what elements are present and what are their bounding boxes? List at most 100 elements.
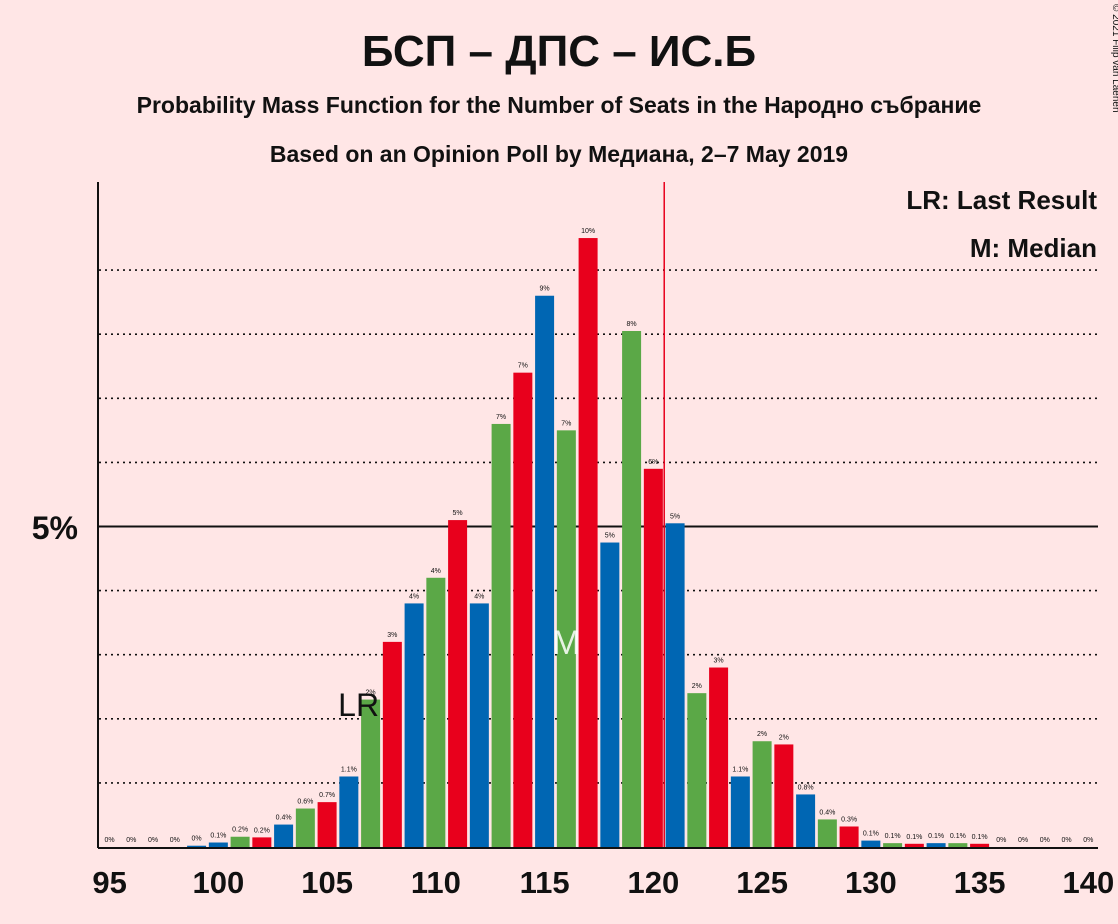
bar-label-102: 0.2%: [254, 827, 270, 834]
bar-113: [491, 423, 511, 847]
bar-label-100: 0.1%: [210, 833, 226, 840]
bar-label-103: 0.4%: [276, 815, 292, 822]
x-tick-105: 105: [301, 865, 353, 900]
x-tick-135: 135: [954, 865, 1006, 900]
y-tick-label-5: 5%: [32, 510, 78, 546]
bar-112: [469, 603, 489, 847]
bar-label-140: 0%: [1083, 837, 1093, 844]
bar-125: [752, 741, 772, 847]
bar-127: [796, 794, 816, 847]
copyright: © 2021 Filip van Laenen: [1110, 4, 1118, 113]
bar-label-111: 5%: [453, 510, 463, 517]
bar-label-106: 1.1%: [341, 766, 357, 773]
bar-126: [774, 744, 794, 847]
bar-label-121: 5%: [670, 513, 680, 520]
x-tick-125: 125: [736, 865, 788, 900]
x-tick-130: 130: [845, 865, 897, 900]
bar-label-96: 0%: [126, 837, 136, 844]
bar-label-119: 8%: [627, 321, 637, 328]
bar-label-126: 2%: [779, 734, 789, 741]
bar-label-129: 0.3%: [841, 816, 857, 823]
bar-label-109: 4%: [409, 593, 419, 600]
bar-114: [513, 372, 533, 847]
bar-label-104: 0.6%: [297, 799, 313, 806]
bar-label-112: 4%: [474, 593, 484, 600]
bar-label-132: 0.1%: [906, 834, 922, 841]
x-tick-95: 95: [92, 865, 126, 900]
x-tick-110: 110: [411, 865, 461, 900]
bar-130: [861, 840, 881, 847]
bar-label-128: 0.4%: [819, 809, 835, 816]
bar-106: [339, 776, 359, 847]
bar-label-139: 0%: [1062, 837, 1072, 844]
bar-label-117: 10%: [581, 228, 595, 235]
bar-label-107: 2%: [366, 690, 376, 697]
chart-title: БСП – ДПС – ИС.Б: [362, 27, 756, 76]
bar-label-113: 7%: [496, 414, 506, 421]
x-tick-labels: 95 100 105 110 115 120 125 130 135 140: [92, 865, 1114, 900]
bar-label-125: 2%: [757, 731, 767, 738]
bar-label-136: 0%: [996, 837, 1006, 844]
bar-102: [252, 837, 272, 847]
bar-104: [295, 808, 315, 847]
bar-124: [730, 776, 750, 847]
bar-107: [361, 699, 381, 847]
bar-115: [535, 295, 555, 847]
bar-118: [600, 542, 620, 847]
bar-101: [230, 836, 250, 847]
bar-label-118: 5%: [605, 533, 615, 540]
bar-135: [970, 843, 990, 847]
x-tick-120: 120: [627, 865, 679, 900]
bar-label-120: 6%: [648, 459, 658, 466]
legend-median: M: Median: [970, 233, 1097, 263]
chart-subtitle: Probability Mass Function for the Number…: [137, 92, 982, 118]
chart-source: Based on an Opinion Poll by Медиана, 2–7…: [270, 141, 848, 167]
bar-103: [274, 824, 294, 847]
bar-label-130: 0.1%: [863, 831, 879, 838]
bar-label-97: 0%: [148, 837, 158, 844]
bar-105: [317, 802, 337, 847]
bar-label-127: 0.8%: [798, 784, 814, 791]
bar-134: [948, 843, 968, 847]
bar-label-131: 0.1%: [885, 833, 901, 840]
bar-label-123: 3%: [714, 658, 724, 665]
bar-label-133: 0.1%: [928, 833, 944, 840]
bar-128: [817, 819, 837, 847]
bar-129: [839, 826, 859, 847]
bar-117: [578, 238, 598, 848]
bar-label-135: 0.1%: [972, 834, 988, 841]
last-result-marker: LR: [338, 687, 379, 723]
overlays: LR M: [338, 182, 665, 847]
bar-120: [643, 468, 663, 847]
bar-label-138: 0%: [1040, 837, 1050, 844]
bar-label-116: 7%: [561, 420, 571, 427]
bar-100: [208, 842, 228, 847]
bar-121: [665, 523, 685, 847]
bar-label-124: 1.1%: [732, 766, 748, 773]
bar-label-115: 9%: [540, 286, 550, 293]
bar-99: [187, 845, 207, 847]
x-tick-140: 140: [1062, 865, 1114, 900]
bar-119: [622, 330, 642, 847]
bar-133: [926, 843, 946, 847]
median-marker: M: [552, 624, 580, 662]
bar-123: [709, 667, 729, 847]
x-tick-115: 115: [520, 865, 570, 900]
bar-label-98: 0%: [170, 837, 180, 844]
bar-label-108: 3%: [387, 632, 397, 639]
bar-108: [382, 641, 402, 847]
bar-111: [448, 520, 468, 847]
bar-132: [904, 843, 924, 847]
bar-label-122: 2%: [692, 683, 702, 690]
bar-110: [426, 577, 446, 847]
legend-last-result: LR: Last Result: [906, 185, 1097, 215]
bars: 0% 0% 0% 0% 0% 0.1% 0.2% 0.2% 0.4% 0.6% 0.7% 1.1% 2%…: [105, 228, 1093, 848]
bar-label-137: 0%: [1018, 837, 1028, 844]
bar-label-99: 0%: [192, 836, 202, 843]
bar-label-114: 7%: [518, 363, 528, 370]
bar-122: [687, 693, 707, 847]
bar-label-134: 0.1%: [950, 833, 966, 840]
bar-label-110: 4%: [431, 568, 441, 575]
bar-label-105: 0.7%: [319, 792, 335, 799]
